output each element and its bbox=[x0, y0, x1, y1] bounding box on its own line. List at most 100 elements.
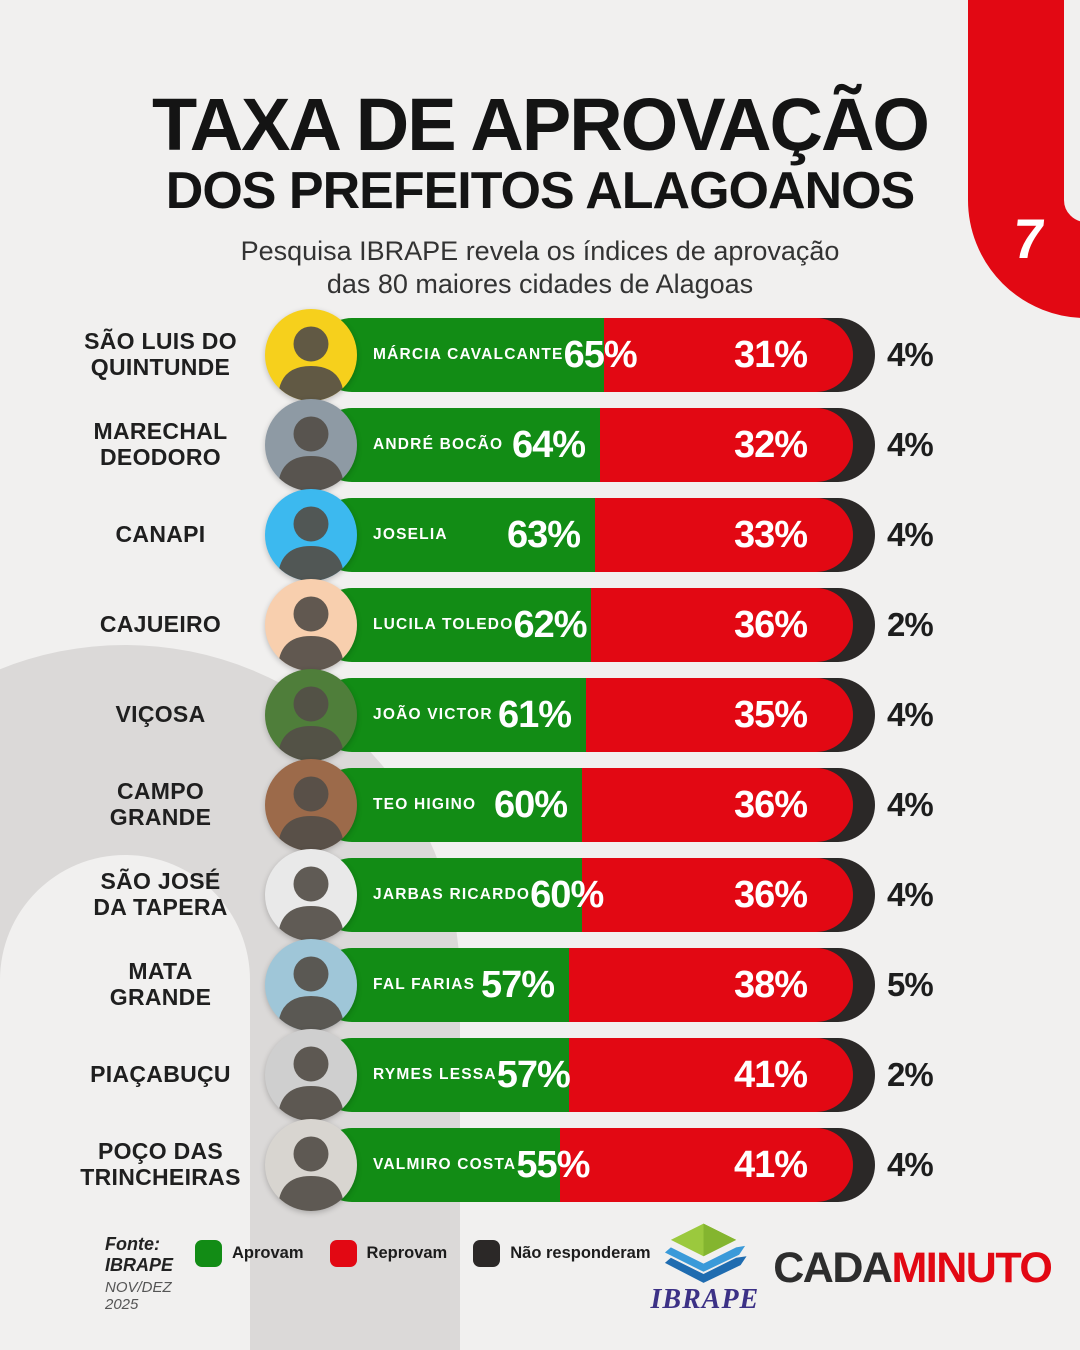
mayor-avatar bbox=[265, 1119, 357, 1211]
legend-swatch bbox=[329, 1240, 357, 1267]
person-icon bbox=[277, 686, 345, 761]
subtitle-line1: Pesquisa IBRAPE revela os índices de apr… bbox=[240, 235, 840, 266]
header: TAXA DE APROVAÇÃO DOS PREFEITOS ALAGOANO… bbox=[0, 88, 1080, 300]
mayor-name: JOÃO VICTOR bbox=[373, 706, 493, 723]
mayor-avatar bbox=[265, 669, 357, 761]
mayor-name: TEO HIGINO bbox=[373, 796, 477, 813]
approve-segment: MÁRCIA CAVALCANTE 65% bbox=[315, 318, 638, 392]
mayor-name: LUCILA TOLEDO bbox=[373, 616, 514, 633]
disapprove-pct: 36% bbox=[733, 783, 808, 826]
city-label: MATA GRANDE bbox=[109, 958, 212, 1010]
approve-pct: 60% bbox=[530, 873, 604, 916]
mayor-row: MARECHAL DEODORO 32% ANDRÉ BOCÃO 64% 4% bbox=[0, 399, 1080, 491]
no-answer-pct: 2% bbox=[887, 1056, 934, 1093]
city-label: SÃO LUIS DO QUINTUNDE bbox=[84, 328, 237, 380]
person-icon bbox=[277, 1046, 345, 1121]
legend-label: Aprovam bbox=[232, 1244, 304, 1262]
mayor-avatar bbox=[265, 489, 357, 581]
disapprove-segment: 38% bbox=[515, 948, 853, 1022]
approve-pct: 60% bbox=[493, 783, 568, 826]
person-icon bbox=[277, 596, 345, 671]
footer: Fonte: IBRAPE NOV/DEZ 2025 Aprovam Repro… bbox=[105, 1223, 1053, 1316]
mayor-name: MÁRCIA CAVALCANTE bbox=[373, 346, 564, 363]
mayor-avatar bbox=[265, 939, 357, 1031]
legend-item: Reprovam bbox=[329, 1240, 448, 1267]
disapprove-pct: 36% bbox=[733, 603, 808, 646]
approve-pct: 63% bbox=[506, 513, 581, 556]
cadaminuto-logo-red-part: MINUTO bbox=[891, 1244, 1052, 1292]
person-icon bbox=[277, 956, 345, 1031]
mayor-name: JOSELIA bbox=[373, 526, 448, 543]
mayor-name: RYMES LESSA bbox=[373, 1066, 497, 1083]
person-icon bbox=[277, 326, 345, 401]
person-icon bbox=[277, 1136, 345, 1211]
mayor-row: POÇO DAS TRINCHEIRAS 41% VALMIRO COSTA 5… bbox=[0, 1119, 1080, 1211]
city-label: CANAPI bbox=[115, 521, 206, 548]
city-label: CAMPO GRANDE bbox=[109, 778, 212, 830]
page-title-line1: TAXA DE APROVAÇÃO bbox=[152, 83, 930, 166]
disapprove-pct: 36% bbox=[733, 873, 808, 916]
approve-pct: 65% bbox=[563, 333, 638, 376]
city-label: VIÇOSA bbox=[115, 701, 206, 728]
city-label: SÃO JOSÉ DA TAPERA bbox=[93, 868, 228, 920]
page-title-line2: DOS PREFEITOS ALAGOANOS bbox=[165, 162, 915, 220]
disapprove-pct: 38% bbox=[733, 963, 808, 1006]
approval-bar: 41% VALMIRO COSTA 55% 4% bbox=[265, 1119, 934, 1211]
disapprove-pct: 33% bbox=[733, 513, 808, 556]
mayor-row: PIAÇABUÇU 41% RYMES LESSA 57% 2% bbox=[0, 1029, 1080, 1121]
approve-pct: 62% bbox=[513, 603, 587, 646]
city-label: POÇO DAS TRINCHEIRAS bbox=[80, 1138, 241, 1190]
disapprove-pct: 35% bbox=[733, 693, 808, 736]
city-label: PIAÇABUÇU bbox=[90, 1061, 231, 1088]
mayor-avatar bbox=[265, 849, 357, 941]
no-answer-pct: 4% bbox=[887, 336, 934, 373]
mayor-name: FAL FARIAS bbox=[373, 976, 476, 993]
no-answer-pct: 2% bbox=[887, 606, 934, 643]
mayor-row: CAMPO GRANDE 36% TEO HIGINO 60% 4% bbox=[0, 759, 1080, 851]
mayor-name: JARBAS RICARDO bbox=[373, 886, 531, 903]
mayor-avatar bbox=[265, 309, 357, 401]
cadaminuto-logo: CADAMINUTO bbox=[773, 1244, 1053, 1293]
no-answer-pct: 4% bbox=[887, 786, 934, 823]
approve-pct: 64% bbox=[511, 423, 586, 466]
approve-segment: JOSELIA 63% bbox=[315, 498, 595, 572]
mayor-row: CANAPI 33% JOSELIA 63% 4% bbox=[0, 489, 1080, 581]
mayor-name: ANDRÉ BOCÃO bbox=[373, 436, 504, 453]
approve-pct: 57% bbox=[496, 1053, 571, 1096]
legend-swatch bbox=[195, 1240, 222, 1267]
no-answer-pct: 4% bbox=[887, 1146, 934, 1183]
no-answer-pct: 5% bbox=[887, 966, 934, 1003]
ibrape-logo: IBRAPE bbox=[651, 1222, 760, 1316]
approval-bar: 33% JOSELIA 63% 4% bbox=[265, 489, 934, 581]
mayor-avatar bbox=[265, 579, 357, 671]
legend-swatch bbox=[473, 1240, 501, 1267]
ibrape-logo-text: IBRAPE bbox=[650, 1284, 760, 1315]
mayor-row: MATA GRANDE 38% FAL FARIAS 57% 5% bbox=[0, 939, 1080, 1031]
city-label: CAJUEIRO bbox=[99, 611, 222, 638]
source-note: Fonte: IBRAPE NOV/DEZ 2025 bbox=[105, 1234, 173, 1313]
subtitle-line2: das 80 maiores cidades de Alagoas bbox=[326, 268, 754, 299]
disapprove-segment: 41% bbox=[515, 1128, 853, 1202]
approval-bar: 36% LUCILA TOLEDO 62% 2% bbox=[265, 579, 934, 671]
mayor-avatar bbox=[265, 1029, 357, 1121]
cadaminuto-logo-dark-part: CADA bbox=[773, 1244, 893, 1292]
approval-bar: 32% ANDRÉ BOCÃO 64% 4% bbox=[265, 399, 934, 491]
mayor-avatar bbox=[265, 399, 357, 491]
legend-item: Não responderam bbox=[473, 1240, 651, 1267]
approval-bar: 36% TEO HIGINO 60% 4% bbox=[265, 759, 934, 851]
approval-bar: 38% FAL FARIAS 57% 5% bbox=[265, 939, 934, 1031]
page-subtitle: Pesquisa IBRAPE revela os índices de apr… bbox=[0, 235, 1080, 301]
disapprove-pct: 41% bbox=[733, 1143, 808, 1186]
mayor-avatar bbox=[265, 759, 357, 851]
mayor-row: CAJUEIRO 36% LUCILA TOLEDO 62% 2% bbox=[0, 579, 1080, 671]
legend-label: Reprovam bbox=[366, 1244, 448, 1262]
disapprove-pct: 32% bbox=[733, 423, 808, 466]
mayor-row: SÃO LUIS DO QUINTUNDE 31% MÁRCIA CAVALCA… bbox=[0, 309, 1080, 401]
approve-pct: 55% bbox=[516, 1143, 590, 1186]
approval-bar: 41% RYMES LESSA 57% 2% bbox=[265, 1029, 934, 1121]
approve-segment: ANDRÉ BOCÃO 64% bbox=[315, 408, 600, 482]
approval-bar: 36% JARBAS RICARDO 60% 4% bbox=[265, 849, 934, 941]
legend-label: Não responderam bbox=[510, 1244, 651, 1262]
approval-bar: 35% JOÃO VICTOR 61% 4% bbox=[265, 669, 934, 761]
